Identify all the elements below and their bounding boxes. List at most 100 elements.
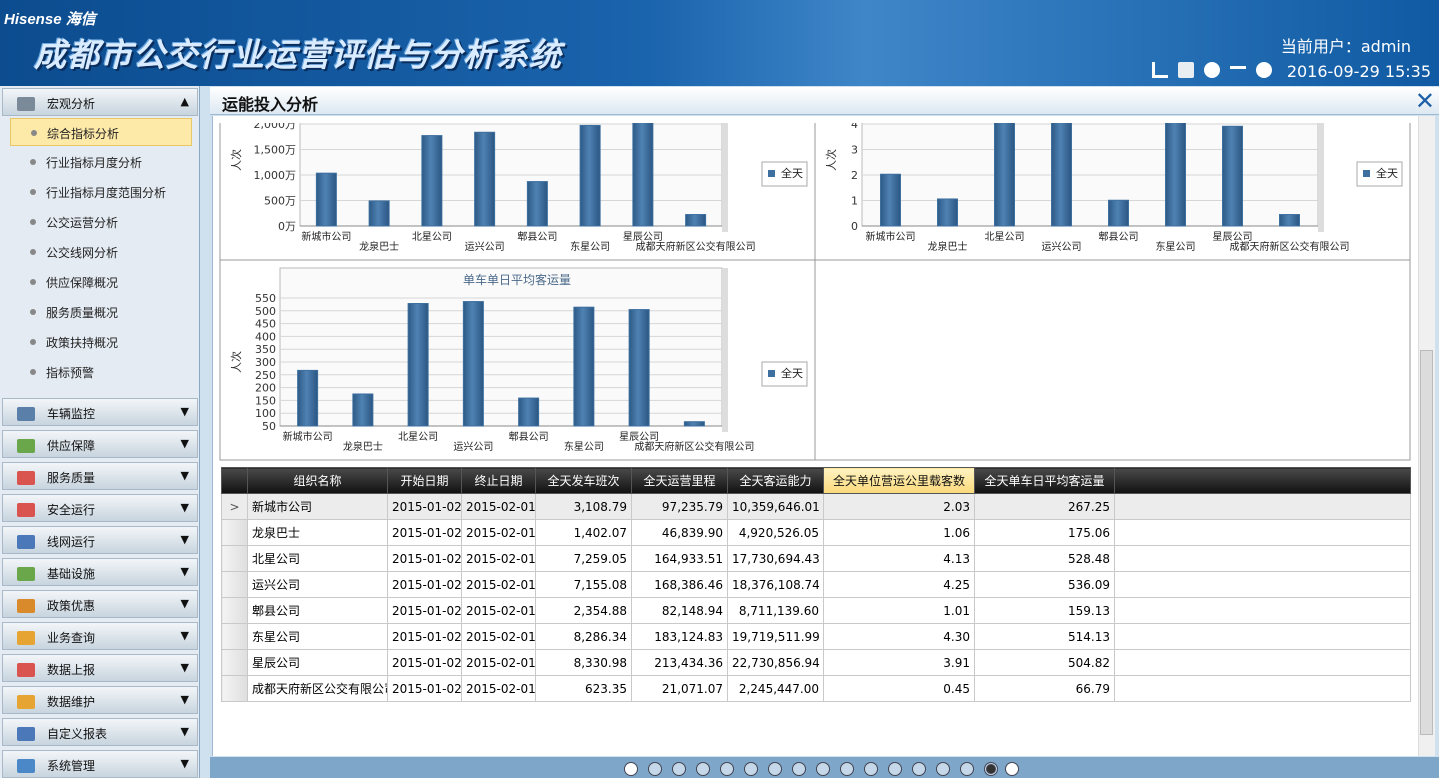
- menu-section[interactable]: 线网运行 ▼: [2, 526, 198, 554]
- filler-cell: [1114, 675, 1411, 702]
- table-row[interactable]: 东星公司 2015-01-02 2015-02-01 8,286.34 183,124.…: [221, 623, 1411, 650]
- table-row[interactable]: 运兴公司 2015-01-02 2015-02-01 7,155.08 168,386.…: [221, 571, 1411, 598]
- pager-dot[interactable]: [792, 762, 806, 776]
- keyboard-icon[interactable]: [1178, 62, 1194, 78]
- pager-next[interactable]: [1005, 762, 1019, 776]
- scroll-thumb[interactable]: [1420, 350, 1433, 735]
- menu-item[interactable]: 综合指标分析: [10, 118, 192, 146]
- chevron: ▼: [180, 693, 189, 706]
- info-icon[interactable]: [1256, 62, 1272, 78]
- menu-item[interactable]: 公交线网分析: [10, 238, 192, 266]
- y-tick-label: 1,500万: [254, 144, 297, 157]
- y-tick-label: 50: [262, 420, 276, 433]
- column-header[interactable]: 终止日期: [461, 467, 536, 494]
- help-icon[interactable]: [1204, 62, 1220, 78]
- filler-cell: [1114, 493, 1411, 520]
- x-tick-label: 东星公司: [1156, 240, 1196, 253]
- pager-bar: [210, 757, 1439, 778]
- crop-icon[interactable]: [1152, 62, 1168, 78]
- menu-section[interactable]: 数据上报 ▼: [2, 654, 198, 682]
- pager-prev[interactable]: [624, 762, 638, 776]
- pager-dot[interactable]: [912, 762, 926, 776]
- table-cell: 龙泉巴士: [247, 519, 388, 546]
- section-icon: [17, 567, 35, 581]
- table-cell: 19,719,511.99: [727, 623, 824, 650]
- table-cell: 8,711,139.60: [727, 597, 824, 624]
- column-header[interactable]: 全天发车班次: [535, 467, 632, 494]
- menu-item[interactable]: 行业指标月度范围分析: [10, 178, 192, 206]
- menu-section[interactable]: 安全运行 ▼: [2, 494, 198, 522]
- plot-area: [299, 123, 723, 227]
- menu-section[interactable]: 自定义报表 ▼: [2, 718, 198, 746]
- column-header[interactable]: 全天客运能力: [727, 467, 824, 494]
- section-label: 政策优惠: [47, 599, 96, 613]
- table-row[interactable]: 北星公司 2015-01-02 2015-02-01 7,259.05 164,933.…: [221, 545, 1411, 572]
- pager-dot[interactable]: [672, 762, 686, 776]
- filler-cell: [1114, 545, 1411, 572]
- filler-cell: [1114, 623, 1411, 650]
- pager-dot[interactable]: [936, 762, 950, 776]
- table-row[interactable]: 郫县公司 2015-01-02 2015-02-01 2,354.88 82,148.9…: [221, 597, 1411, 624]
- pager-dot[interactable]: [720, 762, 734, 776]
- pager-dot[interactable]: [696, 762, 710, 776]
- column-header[interactable]: 全天单位营运公里载客数: [823, 467, 975, 494]
- table-cell: 66.79: [974, 675, 1115, 702]
- item-label: 公交运营分析: [46, 216, 119, 230]
- panel-title-bar: 运能投入分析 ✕: [210, 87, 1439, 115]
- menu-section[interactable]: 宏观分析 ▲: [2, 88, 198, 116]
- pager-dot[interactable]: [960, 762, 974, 776]
- menu-section[interactable]: 服务质量 ▼: [2, 462, 198, 490]
- close-button[interactable]: ✕: [1414, 87, 1435, 115]
- table-cell: 18,376,108.74: [727, 571, 824, 598]
- pager-dot[interactable]: [816, 762, 830, 776]
- bar: [579, 124, 601, 227]
- pager-dot[interactable]: [768, 762, 782, 776]
- bar: [368, 200, 390, 227]
- y-tick-label: 0: [851, 220, 858, 233]
- table-cell: 2015-02-01: [461, 571, 536, 598]
- menu-section[interactable]: 车辆监控 ▼: [2, 398, 198, 426]
- menu-section[interactable]: 政策优惠 ▼: [2, 590, 198, 618]
- menu-section[interactable]: 基础设施 ▼: [2, 558, 198, 586]
- pager-dot[interactable]: [840, 762, 854, 776]
- chart-title: 单车单日平均客运量: [463, 272, 571, 287]
- table-row[interactable]: > 新城市公司 2015-01-02 2015-02-01 3,108.79 97,235…: [221, 493, 1411, 520]
- section-label: 数据上报: [47, 663, 96, 677]
- menu-item[interactable]: 指标预警: [10, 358, 192, 386]
- table-cell: 504.82: [974, 649, 1115, 676]
- bar: [474, 131, 496, 227]
- row-header: >: [221, 493, 248, 520]
- bar: [1279, 214, 1300, 227]
- menu-section[interactable]: 数据维护 ▼: [2, 686, 198, 714]
- menu-item[interactable]: 服务质量概况: [10, 298, 192, 326]
- chevron: ▼: [180, 469, 189, 482]
- bar: [683, 421, 705, 427]
- pager-dot[interactable]: [888, 762, 902, 776]
- column-header[interactable]: 全天单车日平均客运量: [974, 467, 1115, 494]
- menu-item[interactable]: 行业指标月度分析: [10, 148, 192, 176]
- exit-icon[interactable]: [1230, 66, 1246, 74]
- pager-dot[interactable]: [744, 762, 758, 776]
- pager-dot[interactable]: [648, 762, 662, 776]
- section-label: 系统管理: [47, 759, 96, 773]
- section-label: 自定义报表: [47, 727, 108, 741]
- row-header: [221, 597, 248, 624]
- menu-section[interactable]: 供应保障 ▼: [2, 430, 198, 458]
- pager-dot-active[interactable]: [986, 764, 996, 774]
- plot-area: [279, 267, 723, 427]
- menu-item[interactable]: 政策扶持概况: [10, 328, 192, 356]
- pager-dot[interactable]: [864, 762, 878, 776]
- table-row[interactable]: 成都天府新区公交有限公司 2015-01-02 2015-02-01 623.35 21…: [221, 675, 1411, 702]
- table-cell: 2,245,447.00: [727, 675, 824, 702]
- panel-title: 运能投入分析: [222, 95, 319, 114]
- legend-label: 全天: [781, 166, 803, 180]
- x-tick-label: 运兴公司: [1042, 241, 1082, 253]
- bar: [1108, 199, 1129, 227]
- section-icon: [17, 631, 35, 645]
- header-row: 组织名称 开始日期 终止日期 全天发车班次 全天运营里程 全天客运能力 全天单位营运公里载客…: [221, 467, 1411, 494]
- bar: [685, 214, 707, 227]
- menu-section[interactable]: 业务查询 ▼: [2, 622, 198, 650]
- x-tick-label: 新城市公司: [283, 430, 333, 443]
- menu-item[interactable]: 供应保障概况: [10, 268, 192, 296]
- menu-item[interactable]: 公交运营分析: [10, 208, 192, 236]
